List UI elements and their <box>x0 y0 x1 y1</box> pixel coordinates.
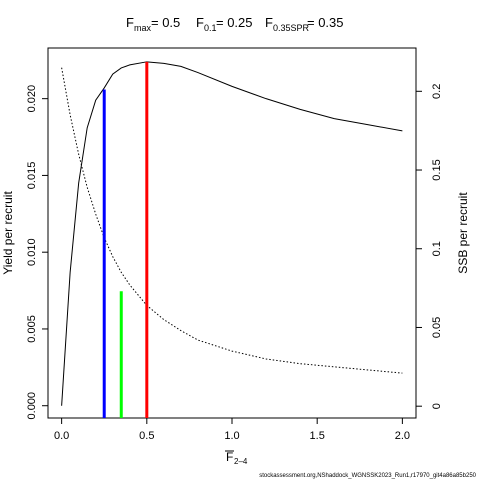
svg-text:F: F <box>226 450 233 464</box>
x-axis-label-sub: 2–4 <box>234 457 248 466</box>
title-fspr-sub: 0.35SPR <box>273 23 310 33</box>
title-fmax-sub: max <box>134 23 152 33</box>
x-tick-label: 2.0 <box>395 430 410 442</box>
svg-text:F: F <box>196 15 204 30</box>
svg-text:F: F <box>265 15 273 30</box>
y-axis-right-label: SSB per recruit <box>456 192 470 274</box>
footer-run-id: stockassessment.org,NShaddock_WGNSSK2023… <box>259 473 476 479</box>
y-right-tick-label: 0.05 <box>431 317 443 338</box>
svg-text:F: F <box>126 15 134 30</box>
x-axis: 0.0 0.5 1.0 1.5 2.0 <box>54 418 410 442</box>
y-left-tick-label: 0.005 <box>26 315 38 343</box>
title-fmax-value: = 0.5 <box>151 15 180 30</box>
x-tick-label: 0.5 <box>139 430 154 442</box>
ssb-per-recruit-line <box>61 67 403 374</box>
y-right-tick-label: 0.2 <box>431 84 443 99</box>
y-left-tick-label: 0.010 <box>26 238 38 266</box>
title-fspr-value: = 0.35 <box>307 15 344 30</box>
y-right-tick-label: 0 <box>431 403 443 409</box>
y-axis-left-label: Yield per recruit <box>1 191 15 275</box>
x-axis-label: F 2–4 <box>225 450 248 466</box>
y-left-tick-label: 0.020 <box>26 85 38 113</box>
y-left-tick-label: 0.000 <box>26 392 38 420</box>
title-f01-value: = 0.25 <box>216 15 253 30</box>
title-f01-sub: 0.1 <box>204 23 217 33</box>
x-tick-label: 1.0 <box>224 430 239 442</box>
x-tick-label: 1.5 <box>310 430 325 442</box>
y-right-tick-label: 0.15 <box>431 159 443 180</box>
y-right-tick-label: 0.1 <box>431 241 443 256</box>
y-left-tick-label: 0.015 <box>26 162 38 190</box>
x-tick-label: 0.0 <box>54 430 69 442</box>
yield-per-recruit-line <box>61 61 403 406</box>
y-axis-left: 0.000 0.005 0.010 0.015 0.020 <box>26 85 48 420</box>
chart-title: F max = 0.5 F 0.1 = 0.25 F 0.35SPR = 0.3… <box>126 15 344 33</box>
y-axis-right: 0 0.05 0.1 0.15 0.2 <box>416 84 443 409</box>
